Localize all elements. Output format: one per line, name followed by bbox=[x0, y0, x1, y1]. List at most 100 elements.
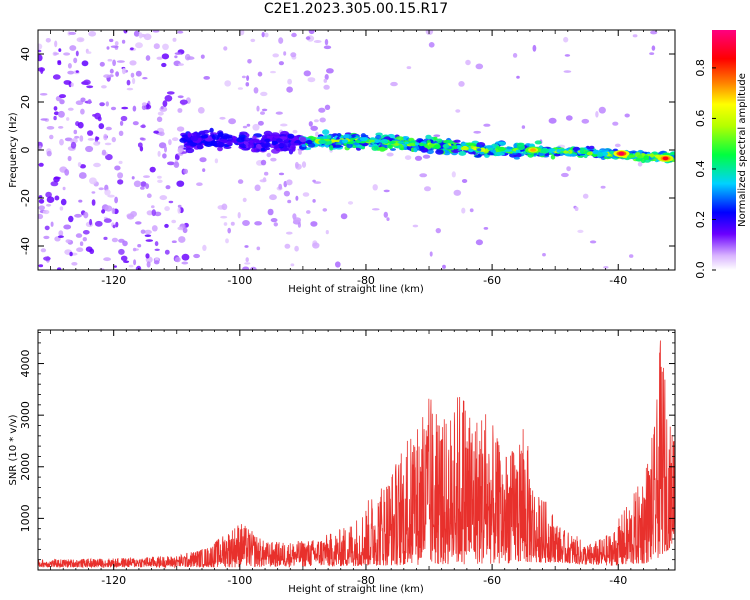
spectrogram-blob bbox=[256, 105, 260, 112]
spectrogram-blob bbox=[336, 133, 342, 137]
spectrogram-blob bbox=[182, 227, 188, 234]
spectrogram-blob bbox=[465, 59, 471, 66]
spectrogram-blob bbox=[278, 172, 285, 176]
spectrogram-blob bbox=[114, 41, 119, 46]
spectrogram-blob bbox=[168, 200, 174, 204]
spectrogram-blob bbox=[193, 253, 201, 259]
spectrogram-blob bbox=[239, 143, 246, 148]
spectrogram-blob bbox=[62, 186, 66, 191]
spectrogram-blob bbox=[324, 104, 331, 111]
spectrogram-blob bbox=[563, 36, 569, 43]
spectrogram-blob bbox=[38, 198, 45, 204]
spectrogram-blob bbox=[63, 52, 71, 56]
spectrogram-blob bbox=[214, 158, 219, 164]
spectrogram-blob bbox=[122, 240, 128, 247]
spectrogram-blob bbox=[260, 147, 266, 152]
spectrogram-blob bbox=[256, 246, 261, 251]
spectrogram-blob bbox=[92, 114, 97, 117]
spectrogram-blob bbox=[160, 106, 164, 110]
spectrogram-blob bbox=[649, 153, 654, 158]
spectrogram-blob bbox=[146, 193, 152, 198]
spectrogram-blob bbox=[67, 63, 72, 69]
spectrogram-blob bbox=[460, 146, 469, 151]
spectrogram-blob bbox=[346, 141, 353, 145]
spectrogram-blob bbox=[111, 136, 117, 143]
spectrogram-blob bbox=[140, 124, 146, 128]
spectrogram-blob bbox=[577, 229, 584, 233]
spectrogram-blob bbox=[200, 130, 206, 136]
spectrogram-blob bbox=[132, 247, 137, 252]
spectrogram-blob bbox=[109, 68, 114, 74]
spectrogram-blob bbox=[189, 142, 197, 147]
spectrogram-blob bbox=[374, 139, 381, 144]
spectrogram-y-tick-label: 40 bbox=[19, 47, 32, 61]
spectrogram-blob bbox=[270, 70, 276, 74]
spectrogram-blob bbox=[50, 221, 54, 227]
spectrogram-blob bbox=[65, 239, 71, 244]
spectrogram-blob bbox=[40, 118, 48, 121]
spectrogram-blob bbox=[79, 164, 86, 169]
spectrogram-blob bbox=[135, 221, 142, 225]
spectrogram-blob bbox=[245, 82, 250, 87]
spectrogram-x-tick-label: -60 bbox=[483, 274, 501, 287]
spectrogram-blob bbox=[171, 240, 177, 243]
spectrogram-blob bbox=[46, 126, 55, 130]
spectrogram-blob bbox=[157, 179, 163, 183]
spectrogram-blob bbox=[172, 37, 177, 42]
spectrogram-blob bbox=[156, 116, 163, 123]
spectrogram-blob bbox=[412, 224, 419, 228]
spectrogram-blob bbox=[91, 199, 96, 206]
spectrogram-blob bbox=[87, 130, 94, 136]
spectrogram-blob bbox=[177, 207, 181, 214]
spectrogram-blob bbox=[422, 154, 431, 159]
spectrogram-blob bbox=[116, 60, 125, 63]
spectrogram-blob bbox=[270, 218, 278, 223]
spectrogram-blob bbox=[75, 50, 79, 57]
spectrogram-blob bbox=[138, 32, 143, 39]
spectrogram-blob bbox=[75, 70, 79, 73]
spectrogram-blob bbox=[242, 125, 248, 129]
spectrogram-blob bbox=[95, 136, 100, 140]
spectrogram-blob bbox=[128, 264, 134, 268]
spectrogram-blob bbox=[322, 208, 328, 212]
spectrogram-blob bbox=[199, 157, 207, 163]
spectrogram-blob bbox=[152, 30, 160, 33]
spectrogram-blob bbox=[649, 52, 655, 55]
spectrogram-y-tick-label: 0 bbox=[19, 147, 32, 154]
spectrogram-blob bbox=[110, 106, 117, 111]
spectrogram-blob bbox=[479, 147, 486, 152]
spectrogram-blob bbox=[264, 171, 269, 176]
spectrogram-blob bbox=[176, 180, 185, 187]
spectrogram-blob bbox=[407, 143, 415, 146]
spectrogram-blob bbox=[64, 137, 73, 142]
spectrogram-blob bbox=[86, 51, 92, 54]
spectrogram-blob bbox=[204, 141, 213, 147]
spectrogram-blob bbox=[110, 45, 119, 48]
snr-y-axis-label: SNR (10 * v/v) bbox=[8, 414, 19, 485]
spectrogram-blob bbox=[291, 143, 300, 146]
spectrogram-blob bbox=[129, 60, 137, 66]
spectrogram-blob bbox=[104, 205, 113, 212]
spectrogram-blob bbox=[161, 53, 170, 60]
snr-x-tick-label: -120 bbox=[101, 574, 126, 587]
spectrogram-blob bbox=[534, 140, 542, 145]
spectrogram-blob bbox=[99, 61, 105, 67]
spectrogram-blob bbox=[130, 211, 138, 217]
colorbar-tick-label: 0.4 bbox=[694, 160, 707, 178]
spectrogram-blob bbox=[153, 43, 160, 50]
spectrogram-blob bbox=[264, 138, 271, 143]
spectrogram-blob bbox=[260, 91, 268, 97]
spectrogram-blob bbox=[292, 129, 298, 134]
spectrogram-blob bbox=[278, 143, 285, 148]
spectrogram-blob bbox=[73, 57, 78, 64]
spectrogram-blob bbox=[38, 205, 45, 211]
spectrogram-blob bbox=[85, 145, 94, 153]
spectrogram-blob bbox=[324, 74, 329, 80]
spectrogram-blob bbox=[162, 100, 168, 107]
spectrogram-blob bbox=[643, 155, 650, 161]
spectrogram-blob bbox=[312, 179, 316, 183]
spectrogram-blob bbox=[139, 137, 144, 141]
spectrogram-blob bbox=[286, 231, 293, 235]
spectrogram-blob bbox=[483, 123, 491, 127]
spectrogram-blob bbox=[550, 154, 556, 160]
